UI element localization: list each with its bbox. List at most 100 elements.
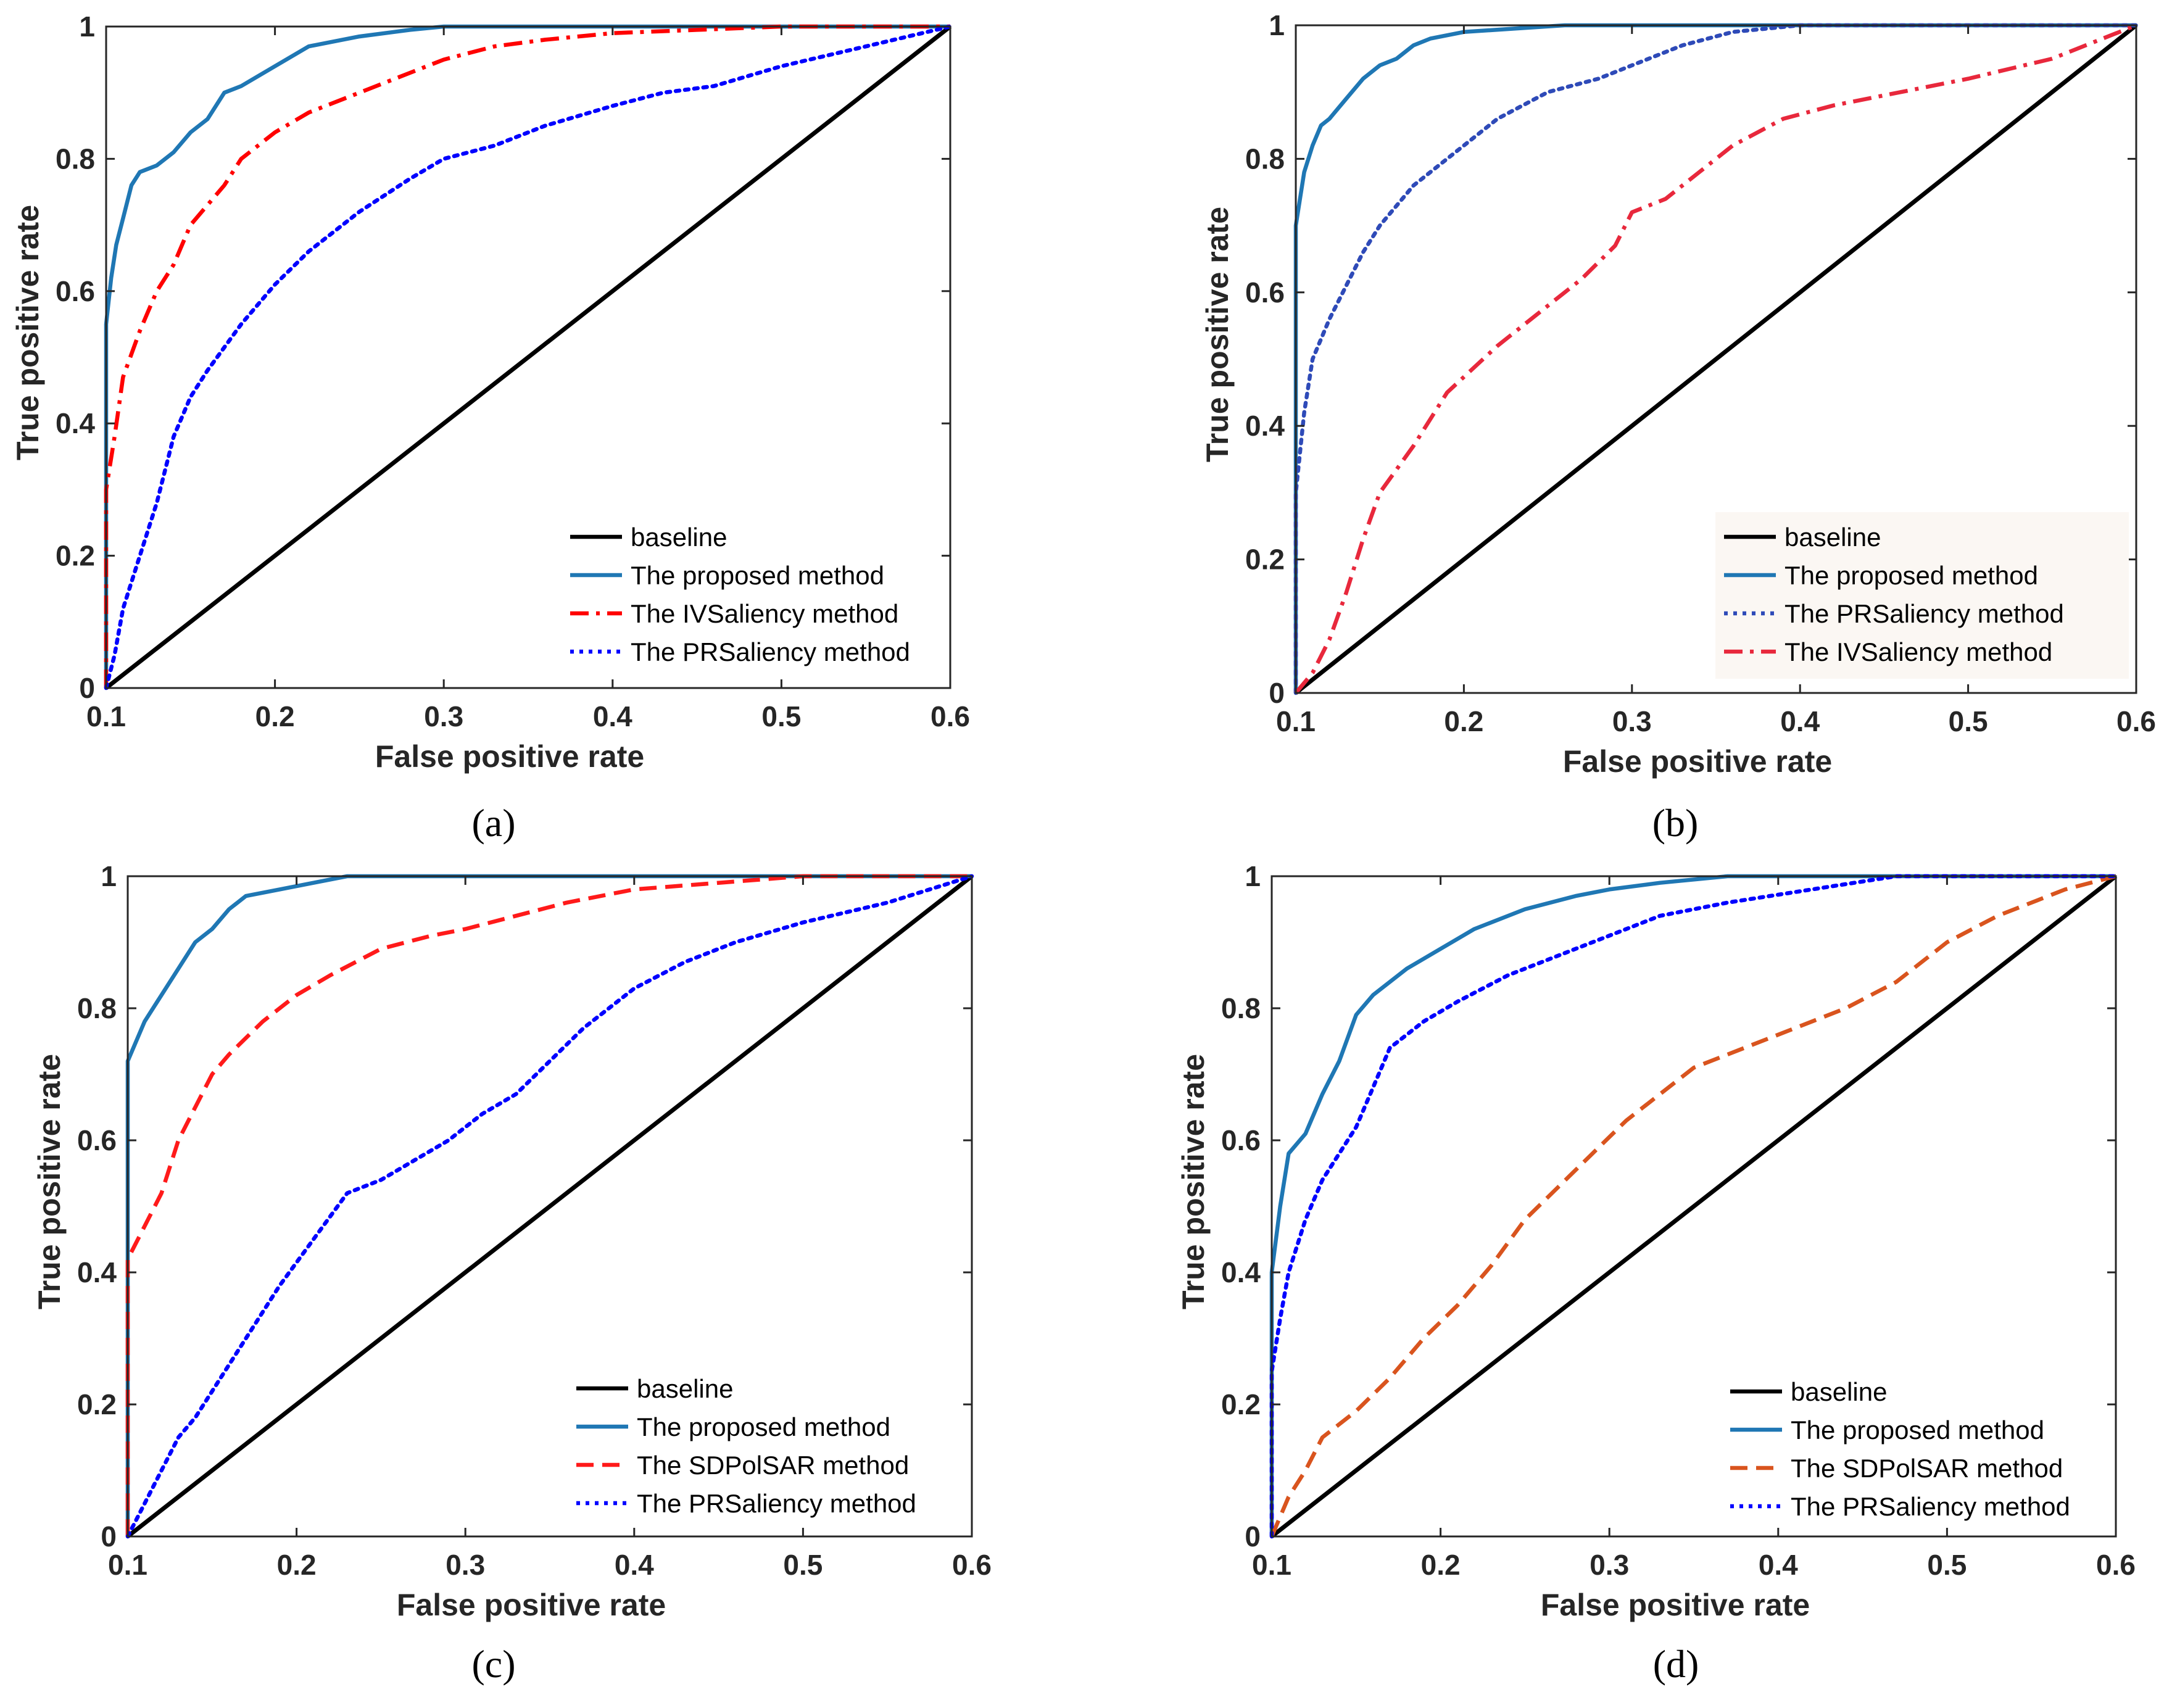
- y-tick-label: 1: [79, 10, 95, 43]
- axes-box: [126, 875, 973, 1538]
- panel-a: 0.1 0.2 0.3 0.4 0.5 0.6 0 0.2 0.4 0.6 0.8 1 False po…: [10, 10, 970, 845]
- legend-label: The IVSaliency method: [631, 599, 898, 628]
- x-tick-label: 0.6: [952, 1549, 992, 1581]
- y-tick-label: 1: [1269, 9, 1285, 41]
- series-line-the-proposed-method: [1269, 874, 2116, 1536]
- y-axis-label: True positive rate: [32, 1054, 67, 1309]
- y-tick-label: 0.8: [1245, 143, 1285, 175]
- x-tick-label: 0.4: [615, 1549, 654, 1581]
- x-tick-label: 0.4: [593, 700, 632, 732]
- legend: baseline The proposed method The IVSalienc…: [570, 523, 910, 666]
- legend-label: The PRSaliency method: [637, 1489, 916, 1518]
- panel-d: 0.1 0.2 0.3 0.4 0.5 0.6 0 0.2 0.4 0.6 0.8 1 False po…: [1176, 860, 2136, 1686]
- series-line-baseline: [104, 25, 952, 690]
- x-tick-label: 0.1: [108, 1549, 147, 1581]
- x-tick-label: 0.5: [1927, 1549, 1967, 1581]
- series-line-the-ivsaliency-method: [1294, 23, 2137, 695]
- y-tick-label: 0: [1269, 677, 1285, 709]
- x-tick-label: 0.4: [1780, 705, 1820, 737]
- axes-box: [1295, 24, 2137, 694]
- series-line-the-sdpolsar-method: [1270, 874, 2116, 1538]
- x-axis-label: False positive rate: [1541, 1588, 1810, 1622]
- series-line-the-prsaliency-method: [104, 24, 953, 690]
- x-tick-label: 0.1: [1252, 1549, 1291, 1581]
- x-tick-label: 0.6: [2096, 1549, 2136, 1581]
- x-tick-label: 0.3: [446, 1549, 485, 1581]
- series-line-the-sdpolsar-method: [125, 874, 972, 1536]
- x-tick-label: 0.3: [1612, 705, 1652, 737]
- y-tick-label: 0.4: [56, 407, 95, 439]
- legend-label: The proposed method: [1791, 1416, 2044, 1445]
- panel-caption: (d): [1653, 1642, 1699, 1686]
- panel-caption: (b): [1652, 801, 1699, 845]
- series-line-the-ivsaliency-method: [104, 24, 950, 688]
- y-tick-label: 0.4: [1245, 410, 1285, 442]
- legend-label: The proposed method: [631, 561, 884, 590]
- series-line-the-proposed-method: [125, 874, 972, 1536]
- axes-box: [1270, 875, 2117, 1538]
- y-tick-label: 0.8: [1221, 992, 1261, 1024]
- y-tick-label: 0.2: [77, 1388, 117, 1420]
- panel-b: 0.1 0.2 0.3 0.4 0.5 0.6 0 0.2 0.4 0.6 0.8 1 False po…: [1200, 9, 2156, 845]
- legend-label: The IVSaliency method: [1784, 637, 2052, 666]
- legend-label: The PRSaliency method: [631, 637, 910, 666]
- y-tick-label: 1: [101, 860, 117, 892]
- y-axis-label: True positive rate: [10, 205, 45, 460]
- x-tick-label: 0.3: [1590, 1549, 1629, 1581]
- x-tick-label: 0.5: [761, 700, 801, 732]
- legend: baseline The proposed method The SDPolSAR …: [576, 1374, 916, 1518]
- legend-label: The SDPolSAR method: [1791, 1454, 2063, 1483]
- y-tick-label: 0.4: [1221, 1256, 1261, 1288]
- legend: baseline The proposed method The PRSalienc…: [1715, 512, 2129, 679]
- series-line-baseline: [1270, 874, 2118, 1538]
- panel-caption: (a): [471, 801, 515, 845]
- y-tick-label: 0.6: [1245, 276, 1285, 309]
- y-tick-label: 0.2: [1245, 544, 1285, 576]
- y-tick-label: 1: [1245, 860, 1261, 892]
- x-tick-label: 0.2: [1444, 705, 1483, 737]
- x-tick-label: 0.1: [86, 700, 126, 732]
- series-line-baseline: [1294, 23, 2138, 695]
- x-tick-label: 0.6: [2116, 705, 2156, 737]
- y-tick-label: 0.8: [77, 992, 117, 1024]
- y-tick-label: 0: [101, 1520, 117, 1553]
- y-tick-label: 0.4: [77, 1256, 117, 1288]
- x-tick-label: 0.2: [1421, 1549, 1461, 1581]
- x-tick-label: 0.6: [931, 700, 970, 732]
- legend-label: baseline: [631, 523, 727, 552]
- x-axis-label: False positive rate: [375, 739, 644, 774]
- series-line-the-proposed-method: [104, 24, 950, 688]
- panel-caption: (c): [471, 1642, 515, 1686]
- legend-background: [1715, 512, 2129, 679]
- series-line-the-prsaliency-method: [125, 874, 974, 1539]
- x-tick-label: 0.4: [1759, 1549, 1798, 1581]
- y-tick-label: 0.6: [1221, 1124, 1261, 1156]
- x-tick-label: 0.5: [1949, 705, 1988, 737]
- series-line-the-prsaliency-method: [1269, 874, 2118, 1539]
- legend-label: The PRSaliency method: [1784, 599, 2064, 628]
- legend-label: baseline: [1784, 523, 1881, 552]
- y-tick-label: 0.6: [77, 1124, 117, 1156]
- y-tick-label: 0.8: [56, 143, 95, 175]
- legend-label: The proposed method: [1784, 561, 2038, 590]
- x-tick-label: 0.2: [277, 1549, 317, 1581]
- axes-box: [105, 25, 951, 689]
- x-axis-label: False positive rate: [1563, 744, 1832, 779]
- legend-label: The PRSaliency method: [1791, 1492, 2070, 1521]
- x-tick-label: 0.3: [424, 700, 463, 732]
- x-tick-label: 0.5: [783, 1549, 823, 1581]
- x-axis-label: False positive rate: [397, 1588, 666, 1622]
- series-line-the-proposed-method: [1293, 23, 2136, 693]
- panel-c: 0.1 0.2 0.3 0.4 0.5 0.6 0 0.2 0.4 0.6 0.8 1 False po…: [32, 860, 992, 1686]
- series-line-baseline: [126, 874, 974, 1538]
- y-tick-label: 0.2: [1221, 1388, 1261, 1420]
- x-tick-label: 0.1: [1276, 705, 1316, 737]
- y-tick-label: 0.2: [56, 540, 95, 572]
- legend: baseline The proposed method The SDPolSAR …: [1730, 1377, 2070, 1521]
- series-line-the-prsaliency-method: [1293, 23, 2139, 695]
- legend-label: baseline: [637, 1374, 733, 1403]
- y-tick-label: 0: [1245, 1520, 1261, 1553]
- y-axis-label: True positive rate: [1200, 207, 1235, 462]
- y-tick-label: 0: [79, 672, 95, 704]
